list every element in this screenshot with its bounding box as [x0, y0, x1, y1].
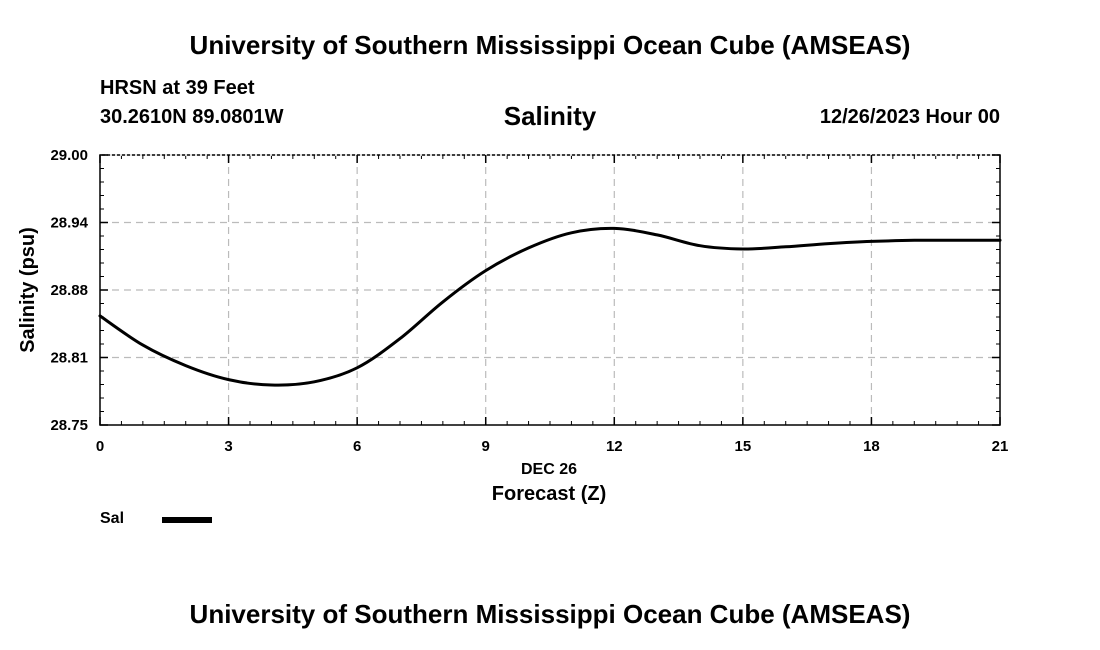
x-tick-label: 18: [863, 438, 880, 455]
legend-label: Sal: [100, 510, 125, 527]
x-axis-title: Forecast (Z): [492, 483, 606, 505]
run-time: 12/26/2023 Hour 00: [819, 106, 1000, 128]
grid-lines: [100, 155, 1000, 425]
y-axis-title: Salinity (psu): [17, 227, 39, 353]
y-tick-label: 28.81: [50, 350, 88, 367]
y-tick-label: 28.94: [50, 215, 88, 232]
y-tick-label: 29.00: [50, 147, 88, 164]
station-name: HRSN at 39 Feet: [100, 77, 255, 99]
x-tick-label: 12: [606, 438, 623, 455]
station-coordinates: 30.2610N 89.0801W: [100, 106, 284, 128]
legend-swatch: [162, 517, 212, 523]
x-tick-label: 6: [353, 438, 361, 455]
y-tick-label: 28.88: [50, 282, 88, 299]
chart-title: Salinity: [503, 101, 597, 131]
x-tick-label: 3: [224, 438, 232, 455]
main-title: University of Southern Mississippi Ocean…: [189, 30, 911, 60]
x-axis-date-label: DEC 26: [521, 461, 577, 478]
x-tick-label: 15: [735, 438, 752, 455]
y-axis-ticks: 28.75 28.81 28.88 28.94 29.00: [50, 147, 1000, 434]
salinity-series-line: [98, 226, 1002, 387]
x-tick-label: 21: [992, 438, 1009, 455]
x-tick-label: 9: [482, 438, 490, 455]
x-axis-ticks: 0 3 6 9 12 15 18 21: [96, 155, 1009, 455]
y-tick-label: 28.75: [50, 417, 88, 434]
footer-title: University of Southern Mississippi Ocean…: [189, 599, 911, 629]
x-tick-label: 0: [96, 438, 104, 455]
